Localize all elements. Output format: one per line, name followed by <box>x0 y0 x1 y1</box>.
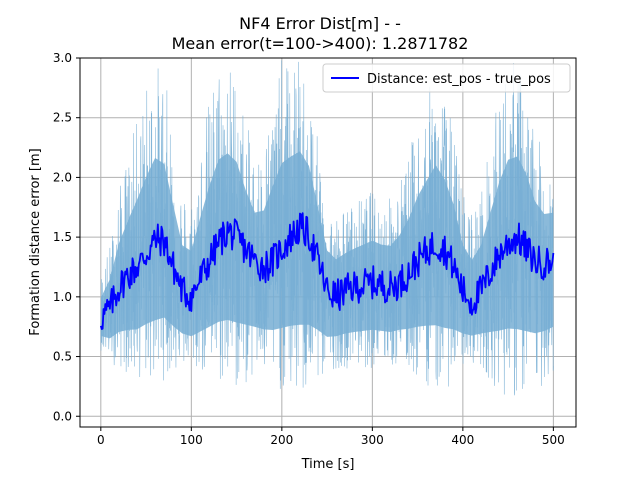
x-tick-label: 300 <box>361 433 384 447</box>
x-tick-label: 0 <box>97 433 105 447</box>
legend: Distance: est_pos - true_pos <box>322 63 571 93</box>
noise-band <box>100 60 554 396</box>
chart-title: NF4 Error Dist[m] - - <box>239 14 401 33</box>
y-tick-label: 0.5 <box>53 350 72 364</box>
axes: 0 100 200 300 400 500 0.0 0.5 1.0 1.5 2.0 2.5 3.0 <box>53 51 577 447</box>
y-axis-label: Formation distance error [m] <box>28 148 43 335</box>
y-tick-label: 0.0 <box>53 409 72 423</box>
series-line <box>99 212 555 330</box>
x-tick-label: 500 <box>542 433 565 447</box>
x-tick-label: 100 <box>180 433 203 447</box>
axes-frame <box>79 57 577 428</box>
plot-area <box>99 60 555 396</box>
chart-subtitle: Mean error(t=100->400): 1.2871782 <box>172 34 469 53</box>
y-tick-label: 1.5 <box>53 230 72 244</box>
legend-box <box>322 63 571 93</box>
x-tick-label: 200 <box>270 433 293 447</box>
y-tick-label: 2.0 <box>53 170 72 184</box>
y-tick-label: 2.5 <box>53 111 72 125</box>
x-axis-label: Time [s] <box>301 457 355 472</box>
legend-label: Distance: est_pos - true_pos <box>367 72 551 87</box>
y-tick-label: 3.0 <box>53 51 72 65</box>
y-tick-label: 1.0 <box>53 290 72 304</box>
x-tick-label: 400 <box>451 433 474 447</box>
